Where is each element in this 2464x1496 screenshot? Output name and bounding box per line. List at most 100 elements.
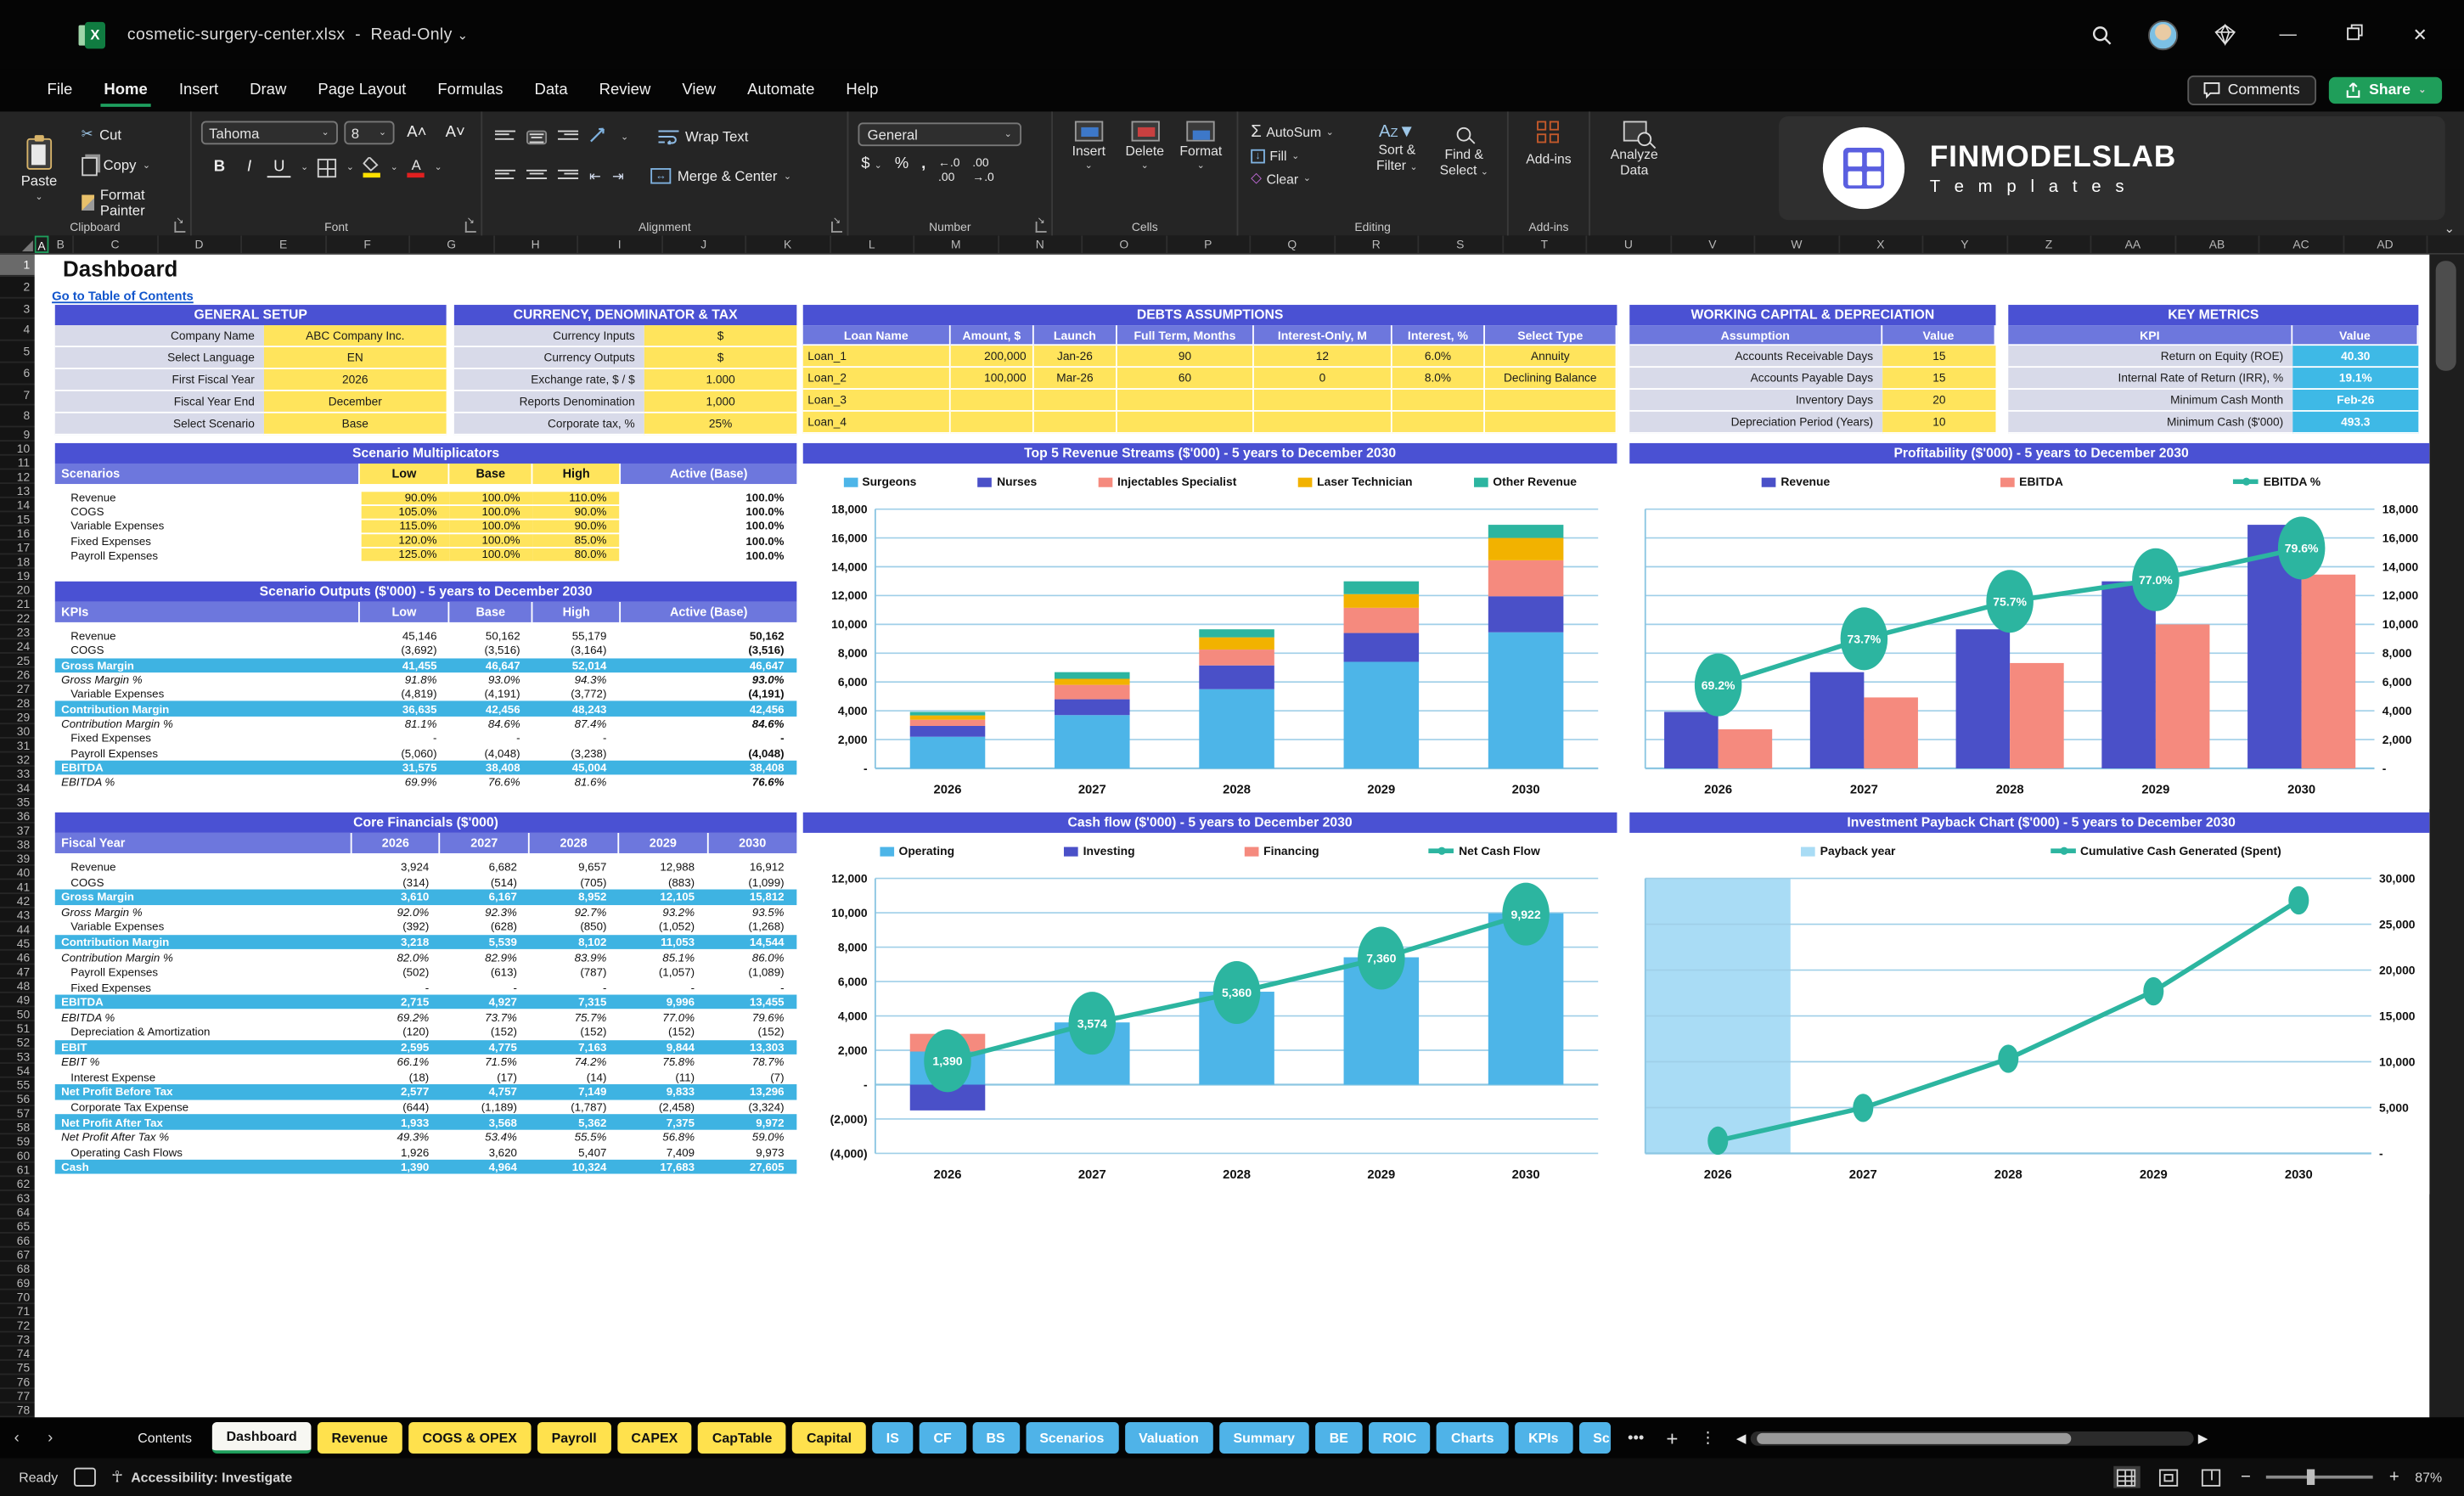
cell-value[interactable]: 84.6% xyxy=(487,716,520,731)
cell-value[interactable]: 93.0% xyxy=(487,672,520,687)
cell-label[interactable]: Corporate tax, % xyxy=(453,413,644,436)
row-header-39[interactable]: 39 xyxy=(0,852,35,866)
row-header-78[interactable]: 78 xyxy=(0,1403,35,1418)
column-header-H[interactable]: H xyxy=(494,235,579,253)
row-header-59[interactable]: 59 xyxy=(0,1134,35,1149)
cell-value[interactable] xyxy=(950,389,1034,412)
cell-value[interactable]: 7,375 xyxy=(666,1115,695,1129)
cell-label[interactable]: Variable Expenses xyxy=(70,519,165,534)
cell-value[interactable]: (4,191) xyxy=(484,687,520,702)
row-header-9[interactable]: 9 xyxy=(0,427,35,442)
cell-value[interactable]: (152) xyxy=(757,1025,785,1039)
profitability-chart[interactable]: Profitability ($'000) - 5 years to Decem… xyxy=(1629,442,2430,810)
cell-value[interactable]: (1,099) xyxy=(748,875,785,890)
cell-value[interactable]: 75.7% xyxy=(574,1010,607,1025)
cell-value[interactable]: (17) xyxy=(497,1070,517,1084)
zoom-in-button[interactable]: + xyxy=(2388,1467,2399,1487)
row-header-54[interactable]: 54 xyxy=(0,1064,35,1078)
cell-label[interactable]: EBIT % xyxy=(61,1055,100,1070)
cell-value[interactable]: - xyxy=(513,980,517,994)
ribbon-tab-insert[interactable]: Insert xyxy=(178,82,219,99)
cell-label[interactable]: Fixed Expenses xyxy=(70,980,151,994)
cell-value[interactable]: 1,933 xyxy=(400,1115,430,1129)
cell-value[interactable] xyxy=(1033,389,1117,412)
font-color-button[interactable]: A xyxy=(407,157,425,177)
analyze-data-icon[interactable] xyxy=(1622,121,1651,147)
cell-value[interactable]: 12 xyxy=(1253,346,1392,368)
cell-value[interactable]: 2,595 xyxy=(400,1039,430,1055)
cell-value[interactable]: 20 xyxy=(1882,389,1996,412)
cell-label[interactable]: Gross Margin % xyxy=(61,672,143,687)
cell-value[interactable]: 5,539 xyxy=(488,935,517,949)
cell-value[interactable]: 4,927 xyxy=(488,994,517,1010)
row-header-16[interactable]: 16 xyxy=(0,526,35,541)
cell-label[interactable]: EBITDA % xyxy=(61,1010,115,1025)
cell-value[interactable]: (7) xyxy=(770,1070,785,1084)
decrease-decimal-icon[interactable]: .00 →.0 xyxy=(972,155,994,184)
cell-value[interactable]: 59.0% xyxy=(751,1129,785,1144)
cell-value[interactable]: 5,407 xyxy=(578,1144,607,1160)
zoom-level[interactable]: 87% xyxy=(2415,1469,2443,1485)
cell-value[interactable]: (152) xyxy=(667,1025,695,1039)
cell-value[interactable]: 8,952 xyxy=(578,890,607,904)
row-header-25[interactable]: 25 xyxy=(0,654,35,668)
sheet-canvas[interactable]: Dashboard Go to Table of Contents GENERA… xyxy=(34,254,2430,1418)
percent-format-icon[interactable]: % xyxy=(894,155,909,173)
row-headers[interactable]: 1 2 3 4 5 6 7 8 9 10 11 12 13 14 15 16 17 18 19 20 21 22 23 24 2… xyxy=(0,254,35,1418)
cell-value[interactable]: 10,324 xyxy=(571,1160,607,1174)
cell-value[interactable]: (850) xyxy=(580,920,607,935)
cell-label[interactable]: EBIT xyxy=(61,1039,87,1055)
cell-value[interactable]: (3,772) xyxy=(571,687,607,702)
ribbon-tab-review[interactable]: Review xyxy=(599,82,651,99)
cell-value[interactable] xyxy=(1253,411,1392,434)
column-header-F[interactable]: F xyxy=(326,235,411,253)
format-cells-button[interactable]: Format ⌄ xyxy=(1174,121,1227,214)
cell-value[interactable] xyxy=(1484,411,1617,434)
cell-value[interactable]: 0 xyxy=(1253,368,1392,390)
macro-record-icon[interactable] xyxy=(73,1467,96,1487)
row-header-17[interactable]: 17 xyxy=(0,541,35,555)
cell-value[interactable]: 76.6% xyxy=(751,774,785,790)
cell-value[interactable]: Declining Balance xyxy=(1484,368,1617,390)
horizontal-scrollbar-thumb[interactable] xyxy=(1757,1431,2072,1443)
column-header-M[interactable]: M xyxy=(914,235,999,253)
analyze-data-button[interactable]: Analyze Data xyxy=(1610,146,1658,178)
more-sheets-icon[interactable]: ••• xyxy=(1627,1429,1645,1447)
column-header-J[interactable]: J xyxy=(662,235,747,253)
row-header-53[interactable]: 53 xyxy=(0,1049,35,1064)
table-of-contents-link[interactable]: Go to Table of Contents xyxy=(52,289,194,304)
row-header-50[interactable]: 50 xyxy=(0,1007,35,1022)
designer-diamond-icon[interactable] xyxy=(2213,22,2238,48)
cell-label[interactable]: Gross Margin % xyxy=(61,904,143,920)
cell-value[interactable]: 125.0% xyxy=(361,548,450,562)
sheet-tab-roic[interactable]: ROIC xyxy=(1368,1421,1431,1454)
cell-value[interactable]: 2026 xyxy=(263,368,447,391)
ribbon-tab-file[interactable]: File xyxy=(47,82,73,99)
cell-value[interactable]: 115.0% xyxy=(361,519,450,533)
cell-value[interactable]: 1,000 xyxy=(644,391,797,413)
ribbon-tab-view[interactable]: View xyxy=(682,82,717,99)
page-layout-view-button[interactable] xyxy=(2156,1466,2182,1488)
cell-value[interactable]: (4,819) xyxy=(401,687,437,702)
cell-value[interactable]: 45,146 xyxy=(402,628,437,644)
cell-label[interactable]: Gross Margin xyxy=(61,890,134,904)
accounting-format-icon[interactable]: $ ⌄ xyxy=(861,155,882,173)
cell-value[interactable]: (1,089) xyxy=(748,965,785,980)
cell-value[interactable]: 55,179 xyxy=(571,628,607,644)
cell-value[interactable]: 92.3% xyxy=(485,904,517,920)
cell-value[interactable]: 90.0% xyxy=(532,504,620,519)
cell-value[interactable]: 90.0% xyxy=(361,490,450,504)
cell-label[interactable]: Internal Rate of Return (IRR), % xyxy=(2008,368,2293,390)
column-header-P[interactable]: P xyxy=(1167,235,1252,253)
cell-value[interactable]: 1,390 xyxy=(400,1160,430,1174)
cell-value[interactable]: 9,972 xyxy=(756,1115,785,1129)
sheet-nav-next-icon[interactable]: › xyxy=(48,1429,53,1447)
cell-value[interactable]: 15 xyxy=(1882,346,1996,368)
row-header-73[interactable]: 73 xyxy=(0,1332,35,1347)
cell-value[interactable]: 92.0% xyxy=(397,904,430,920)
row-header-8[interactable]: 8 xyxy=(0,406,35,428)
cell-value[interactable]: 8.0% xyxy=(1392,368,1485,390)
cell-value[interactable]: 100.0% xyxy=(449,548,533,562)
cell-value[interactable]: 69.2% xyxy=(397,1010,430,1025)
cell-value[interactable]: 90.0% xyxy=(532,519,620,533)
